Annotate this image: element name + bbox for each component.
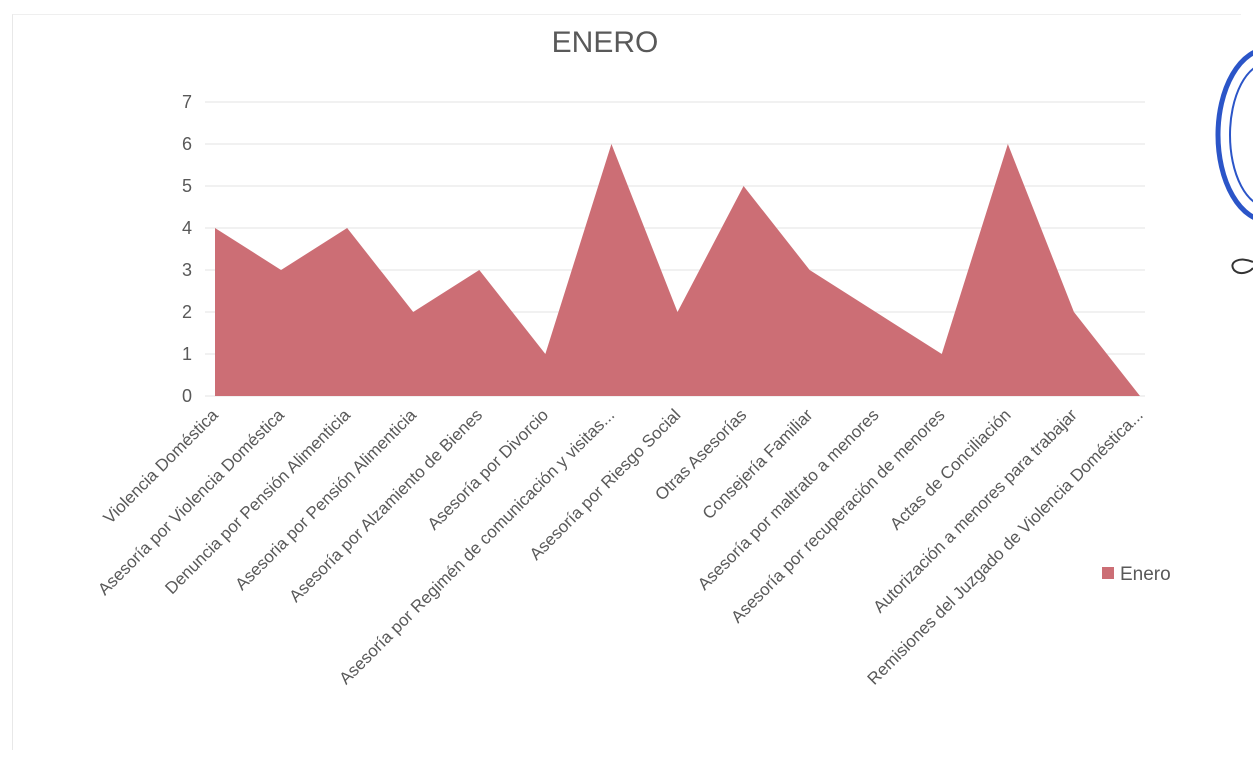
y-tick-label: 0 <box>182 386 192 406</box>
y-tick-label: 2 <box>182 302 192 322</box>
y-tick-label: 5 <box>182 176 192 196</box>
x-tick-label: Consejería Familiar <box>699 405 817 523</box>
series-area-enero <box>215 144 1140 396</box>
area-layer <box>214 143 1141 397</box>
x-tick-label: Asesoría por Divorcio <box>424 405 552 533</box>
official-seal-icon <box>1215 50 1253 220</box>
x-tick-label: Violencia Doméstica <box>100 405 223 528</box>
legend-label-enero: Enero <box>1120 564 1171 585</box>
legend-swatch-enero <box>1102 567 1114 579</box>
y-tick-label: 1 <box>182 344 192 364</box>
legend: Enero <box>1102 564 1171 585</box>
x-tick-label: Actas de Conciliación <box>886 405 1014 533</box>
y-tick-label: 7 <box>182 92 192 112</box>
chart-title: ENERO <box>552 26 659 59</box>
y-tick-label: 6 <box>182 134 192 154</box>
chart-frame <box>12 14 1241 750</box>
y-tick-label: 3 <box>182 260 192 280</box>
signature-icon <box>1231 258 1253 275</box>
y-axis: 0 1 2 3 4 5 6 7 <box>182 92 192 406</box>
y-tick-label: 4 <box>182 218 192 238</box>
